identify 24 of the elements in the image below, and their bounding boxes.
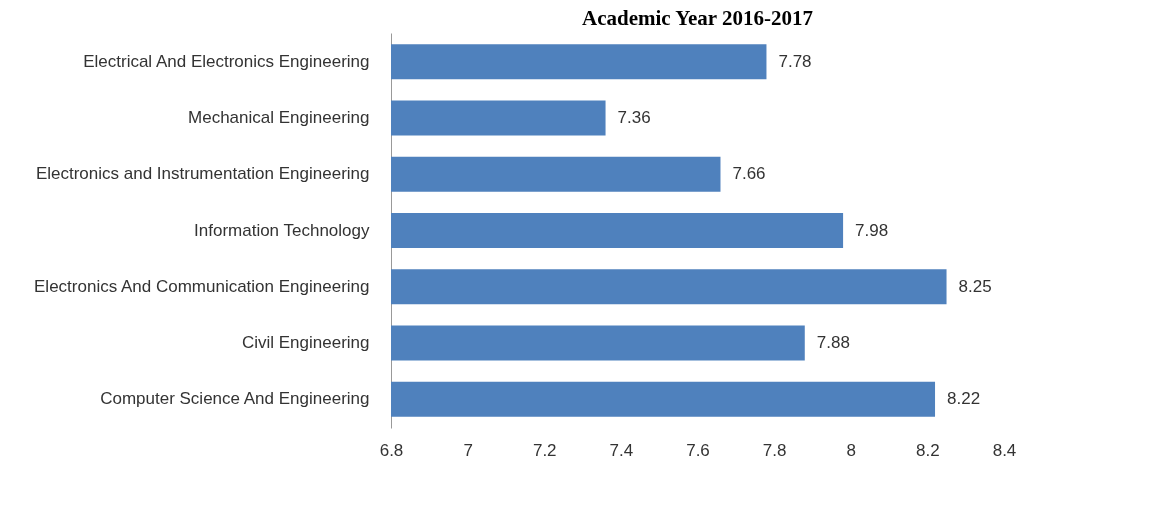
y-tick-label: Computer Science And Engineering (100, 389, 370, 409)
data-label: 7.88 (816, 333, 850, 353)
y-tick-label: Electronics and Instrumentation Engineering (35, 164, 370, 184)
x-tick-label: 7.6 (686, 440, 710, 460)
data-label: 7.66 (732, 164, 766, 184)
data-label: 8.22 (947, 389, 981, 409)
x-tick-label: 7 (463, 440, 473, 460)
y-tick-label: Civil Engineering (241, 333, 370, 353)
x-tick-label: 7.2 (532, 440, 557, 460)
y-tick-label: Information Technology (194, 220, 370, 240)
data-label: 7.98 (855, 220, 889, 240)
y-tick-label: Electrical And Electronics Engineering (83, 51, 370, 71)
data-label: 8.25 (958, 276, 992, 296)
chart-title: Academic Year 2016-2017 (582, 6, 813, 30)
y-tick-label: Electronics And Communication Engineering (34, 276, 370, 296)
x-tick-label: 6.8 (379, 440, 404, 460)
data-label: 7.36 (617, 107, 651, 127)
x-tick-label: 8.4 (992, 440, 1017, 460)
x-tick-label: 7.8 (762, 440, 787, 460)
x-tick-label: 8 (846, 440, 856, 460)
data-label: 7.78 (778, 51, 812, 71)
x-tick-label: 7.4 (609, 440, 634, 460)
x-tick-label: 8.2 (916, 440, 940, 460)
y-tick-label: Mechanical Engineering (188, 107, 370, 127)
